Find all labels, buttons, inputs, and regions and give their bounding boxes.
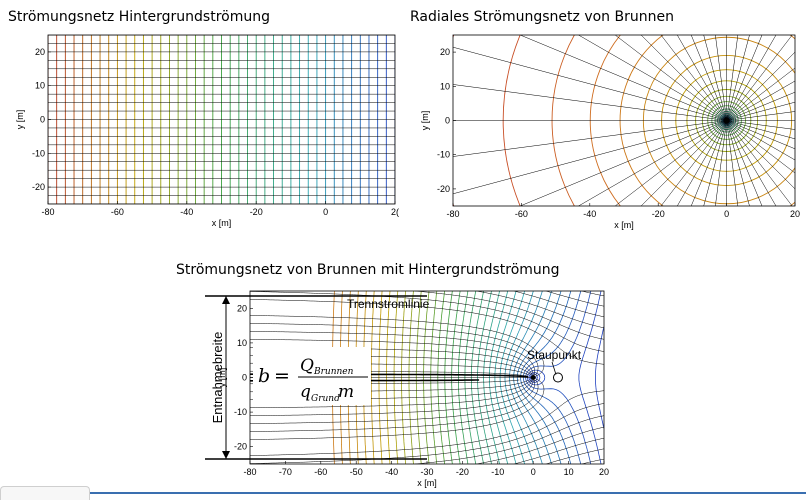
x-tick-label: -60 [111,207,124,217]
x-tick-label: 2( [391,207,399,217]
formula-numerator: Q [300,356,314,376]
x-tick-label: 20 [599,467,609,477]
y-tick-label: 0 [40,115,45,125]
streamline [477,0,727,121]
x-tick-label: -50 [350,467,363,477]
stagnation-pointer [552,362,556,375]
x-tick-label: -40 [583,209,596,219]
streamline [727,121,806,250]
x-tick-label: -20 [652,209,665,219]
x-tick-label: 20 [790,209,800,219]
x-tick-label: -20 [456,467,469,477]
y-tick-label: 20 [237,303,247,313]
streamline [661,0,726,121]
separation-streamline-label: Trennstromlinie [347,297,430,311]
x-tick-label: -20 [250,207,263,217]
x-tick-label: -30 [420,467,433,477]
stagnation-point-marker [553,373,562,382]
y-tick-label: -10 [437,150,450,160]
equipotential-line [527,291,601,464]
streamline [727,0,806,121]
y-tick-label: 20 [35,47,45,57]
capture-width-label: Entnahmebreite [210,332,225,424]
arrow-up-icon [222,296,230,304]
x-axis-label: x [m] [212,218,232,228]
streamline [330,121,727,425]
x-axis-label: x [m] [614,220,634,230]
x-tick-label: -80 [243,467,256,477]
y-tick-label: 10 [237,338,247,348]
streamline [373,0,727,121]
streamline [727,121,806,500]
streamline [727,121,806,500]
y-tick-label: -20 [437,184,450,194]
streamline [727,55,806,120]
bottom-tab[interactable] [0,486,90,500]
y-tick-label: 0 [445,116,450,126]
streamline [727,121,806,500]
streamline [231,55,727,120]
y-tick-label: -10 [234,407,247,417]
x-tick-label: 0 [323,207,328,217]
formula-equals: = [274,365,290,387]
x-tick-label: -80 [446,209,459,219]
y-tick-label: 10 [35,81,45,91]
streamline [597,0,726,121]
y-tick-label: 10 [440,81,450,91]
x-tick-label: 10 [564,467,574,477]
formula-denominator: q [300,382,311,402]
x-tick-label: 0 [724,209,729,219]
streamline [727,121,806,186]
y-tick-label: -10 [32,148,45,158]
formula-numerator-sub: Brunnen [313,367,354,377]
x-tick-label: -80 [41,207,54,217]
streamline [294,121,727,371]
equipotential-circle [552,0,806,295]
formula-lhs: b [258,365,270,387]
streamline [727,0,792,121]
equipotential-circle [590,0,806,257]
formula-denominator-sub: Grund [311,394,340,404]
streamline [422,0,726,121]
streamline [727,121,806,425]
bottom-separator [90,492,806,494]
formula-denominator-tail: m [338,382,354,402]
y-tick-label: -20 [32,182,45,192]
x-tick-label: 0 [531,467,536,477]
streamline [244,121,727,250]
y-axis-label: y [m] [420,111,430,131]
x-tick-label: -40 [180,207,193,217]
x-tick-label: -10 [491,467,504,477]
streamline [597,121,726,500]
equipotential-line [529,326,604,428]
y-axis-label: y [m] [15,110,25,130]
well-marker [531,375,536,380]
y-tick-label: 20 [440,47,450,57]
x-tick-label: -70 [279,467,292,477]
streamline [535,0,726,121]
arrow-down-icon [222,451,230,459]
well-marker [724,118,730,124]
streamline [727,121,806,500]
streamline [727,121,806,475]
x-tick-label: -60 [515,209,528,219]
x-axis-label: x [m] [417,478,437,488]
y-tick-label: 0 [242,373,247,383]
x-tick-label: -60 [314,467,327,477]
y-tick-label: -20 [234,442,247,452]
stagnation-point-label: Staupunkt [527,348,582,362]
x-tick-label: -40 [385,467,398,477]
equipotential-circle [503,0,806,344]
